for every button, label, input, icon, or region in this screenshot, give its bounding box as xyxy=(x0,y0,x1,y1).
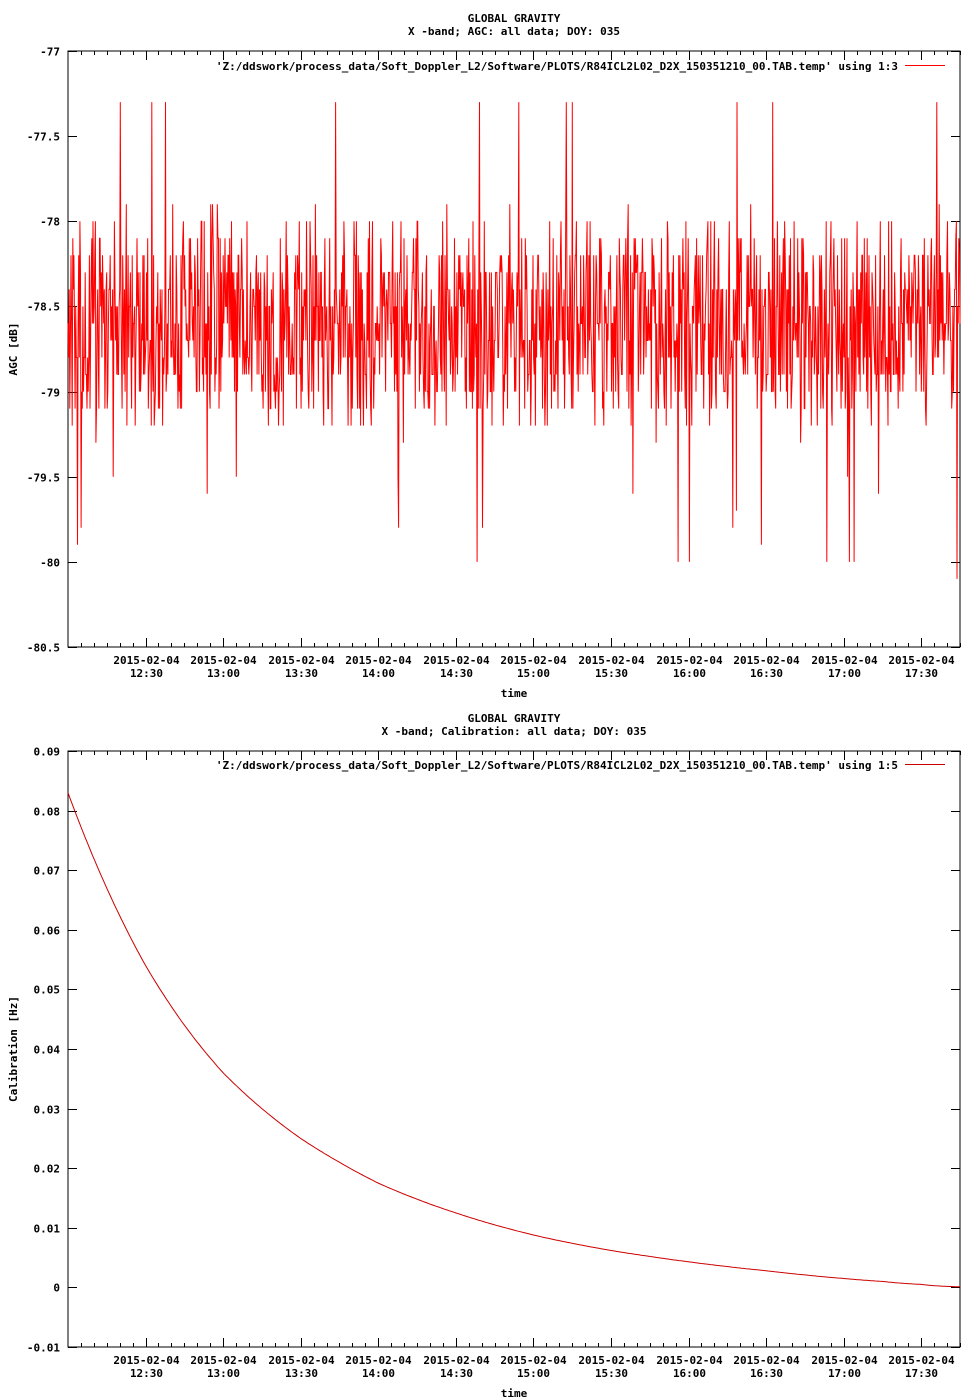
x-tick-date: 2015-02-04 xyxy=(423,654,490,667)
x-tick-time: 13:00 xyxy=(207,667,240,680)
x-tick-date: 2015-02-04 xyxy=(345,1354,412,1367)
x-tick-date: 2015-02-04 xyxy=(423,1354,490,1367)
x-tick-date: 2015-02-04 xyxy=(268,654,335,667)
x-tick-date: 2015-02-04 xyxy=(190,1354,257,1367)
x-axis-label: time xyxy=(501,1387,528,1400)
x-tick-date: 2015-02-04 xyxy=(578,654,645,667)
x-tick-time: 13:30 xyxy=(285,667,318,680)
calibration-series-line xyxy=(67,792,961,1288)
x-tick-time: 13:30 xyxy=(285,1367,318,1380)
y-tick-label: -80 xyxy=(40,557,60,570)
x-tick-time: 14:00 xyxy=(362,667,395,680)
y-tick-label: -79 xyxy=(40,387,60,400)
y-axis-label: AGC [dB] xyxy=(7,323,20,376)
x-tick-time: 15:30 xyxy=(595,667,628,680)
y-tick-label: -78.5 xyxy=(27,301,60,314)
y-tick-label: 0.09 xyxy=(34,746,61,759)
x-tick-date: 2015-02-04 xyxy=(500,654,567,667)
y-tick-label: 0.03 xyxy=(34,1104,61,1117)
x-tick-time: 16:00 xyxy=(673,1367,706,1380)
x-tick-time: 17:30 xyxy=(905,667,938,680)
y-tick-label: -79.5 xyxy=(27,472,60,485)
x-tick-date: 2015-02-04 xyxy=(190,654,257,667)
x-tick-time: 14:30 xyxy=(440,667,473,680)
x-tick-time: 14:30 xyxy=(440,1367,473,1380)
chart-title: GLOBAL GRAVITY xyxy=(468,712,561,725)
x-tick-date: 2015-02-04 xyxy=(811,654,878,667)
x-tick-date: 2015-02-04 xyxy=(113,654,180,667)
x-tick-date: 2015-02-04 xyxy=(733,1354,800,1367)
y-tick-label: -77 xyxy=(40,46,60,59)
y-tick-label: 0.08 xyxy=(34,806,61,819)
x-tick-time: 15:00 xyxy=(517,1367,550,1380)
y-tick-label: 0.07 xyxy=(34,865,61,878)
x-tick-time: 12:30 xyxy=(130,1367,163,1380)
y-axis-label: Calibration [Hz] xyxy=(7,996,20,1102)
y-tick-label: -78 xyxy=(40,216,60,229)
y-tick-label: 0 xyxy=(53,1282,60,1295)
x-tick-date: 2015-02-04 xyxy=(656,654,723,667)
chart-subtitle: X -band; Calibration: all data; DOY: 035 xyxy=(382,725,647,738)
chart-title: GLOBAL GRAVITY xyxy=(468,12,561,25)
x-tick-date: 2015-02-04 xyxy=(733,654,800,667)
x-tick-date: 2015-02-04 xyxy=(268,1354,335,1367)
agc-series-line xyxy=(67,102,961,579)
x-tick-time: 17:00 xyxy=(828,1367,861,1380)
x-tick-date: 2015-02-04 xyxy=(656,1354,723,1367)
x-tick-time: 13:00 xyxy=(207,1367,240,1380)
x-tick-time: 17:00 xyxy=(828,667,861,680)
y-tick-label: -77.5 xyxy=(27,131,60,144)
x-tick-date: 2015-02-04 xyxy=(888,1354,955,1367)
x-axis-label: time xyxy=(501,687,528,700)
x-tick-date: 2015-02-04 xyxy=(888,654,955,667)
y-tick-label: 0.01 xyxy=(34,1223,61,1236)
x-tick-date: 2015-02-04 xyxy=(500,1354,567,1367)
plot-frame xyxy=(67,750,961,1348)
x-tick-time: 15:00 xyxy=(517,667,550,680)
x-tick-time: 14:00 xyxy=(362,1367,395,1380)
x-tick-time: 16:30 xyxy=(750,667,783,680)
x-tick-time: 17:30 xyxy=(905,1367,938,1380)
y-tick-label: -0.01 xyxy=(27,1342,60,1355)
x-tick-date: 2015-02-04 xyxy=(345,654,412,667)
x-tick-time: 12:30 xyxy=(130,667,163,680)
x-tick-time: 16:00 xyxy=(673,667,706,680)
x-tick-date: 2015-02-04 xyxy=(811,1354,878,1367)
y-tick-label: 0.05 xyxy=(34,984,61,997)
x-tick-time: 15:30 xyxy=(595,1367,628,1380)
x-tick-date: 2015-02-04 xyxy=(578,1354,645,1367)
y-tick-label: 0.06 xyxy=(34,925,61,938)
y-tick-label: 0.02 xyxy=(34,1163,61,1176)
x-tick-time: 16:30 xyxy=(750,1367,783,1380)
y-tick-label: -80.5 xyxy=(27,642,60,655)
x-tick-date: 2015-02-04 xyxy=(113,1354,180,1367)
legend-label: 'Z:/ddswork/process_data/Soft_Doppler_L2… xyxy=(216,60,898,73)
y-tick-label: 0.04 xyxy=(34,1044,61,1057)
legend-label: 'Z:/ddswork/process_data/Soft_Doppler_L2… xyxy=(216,759,898,772)
chart-subtitle: X -band; AGC: all data; DOY: 035 xyxy=(408,25,620,38)
